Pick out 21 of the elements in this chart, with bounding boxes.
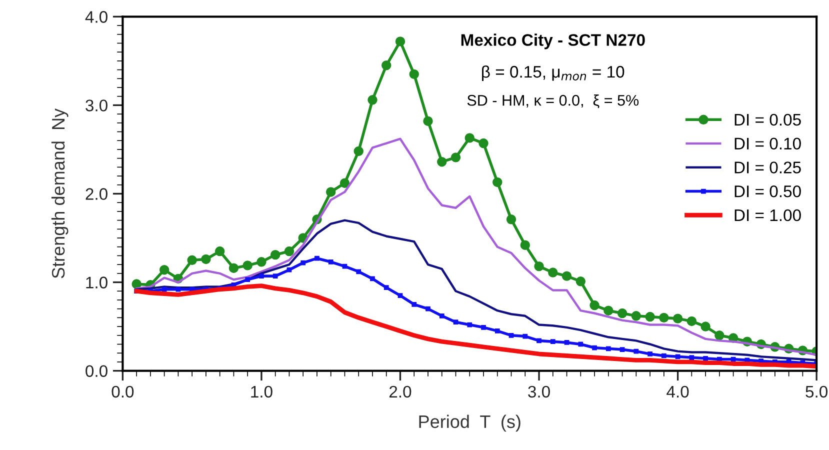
legend-label: DI = 0.10 <box>734 138 801 150</box>
text: β = 0.15, μ$_{mon}$ = 10 <box>482 65 624 82</box>
x-tick-label: 1.0 <box>251 386 272 398</box>
legend-label: DI = 0.25 <box>734 162 801 174</box>
y-tick-label: 2.0 <box>86 188 108 200</box>
y-tick-label: 4.0 <box>85 11 108 23</box>
annotation: SD - HM, κ = 0.0, ξ = 5% <box>467 94 639 108</box>
text: Mexico City - SCT N270 <box>461 34 645 50</box>
y-tick-label: 0.0 <box>86 365 108 378</box>
x-tick-label: 0.0 <box>112 386 134 398</box>
x-tick-label: 2.0 <box>389 386 412 398</box>
legend-label: DI = 0.50 <box>734 185 801 198</box>
legend-label: DI = 1.00 <box>734 209 801 222</box>
y-tick-label: 1.0 <box>86 276 108 288</box>
y-axis-title: Strength demand Ny <box>51 108 68 278</box>
x-tick-label: 4.0 <box>666 386 689 398</box>
legend-label: DI = 0.05 <box>734 114 801 126</box>
x-axis-title: Period T (s) <box>419 414 520 432</box>
y-tick-label: 3.0 <box>86 100 108 112</box>
x-tick-label: 3.0 <box>528 386 550 398</box>
x-tick-label: 5.0 <box>806 386 828 398</box>
